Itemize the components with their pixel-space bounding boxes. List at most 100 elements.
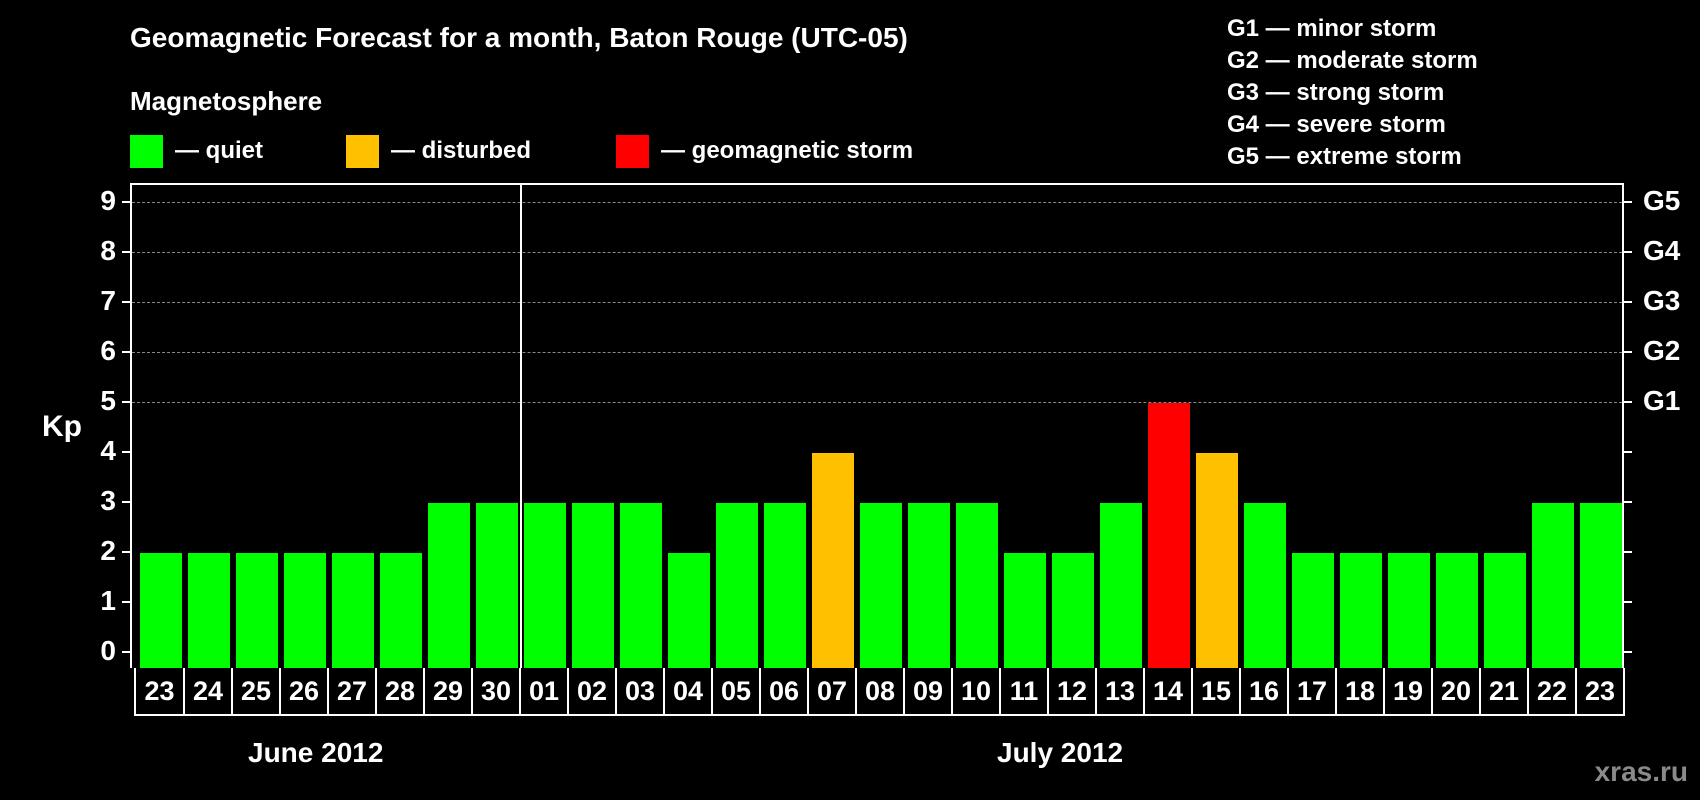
- date-cell: 14: [1143, 668, 1191, 714]
- kp-bar: [1340, 553, 1382, 668]
- g-scale-g1: G1 — minor storm: [1227, 15, 1437, 42]
- date-cell: 22: [1527, 668, 1575, 714]
- kp-bar: [572, 503, 614, 668]
- date-cell: 19: [1383, 668, 1431, 714]
- y-tick: [122, 201, 130, 203]
- y-tick-label: 0: [100, 635, 116, 666]
- kp-bar: [908, 503, 950, 668]
- date-cell: 04: [663, 668, 711, 714]
- gridline: [132, 352, 1622, 353]
- y-tick: [122, 551, 130, 553]
- legend-storm: — geomagnetic storm: [616, 134, 913, 168]
- y-tick: [122, 301, 130, 303]
- y-tick-label: 6: [100, 335, 116, 366]
- date-cell: 21: [1479, 668, 1527, 714]
- date-cell: 16: [1239, 668, 1287, 714]
- kp-bar: [1580, 503, 1622, 668]
- kp-bar: [1148, 403, 1190, 668]
- kp-bar: [668, 553, 710, 668]
- date-cell: 07: [807, 668, 855, 714]
- date-cell: 15: [1191, 668, 1239, 714]
- date-cell: 17: [1287, 668, 1335, 714]
- date-cell: 23: [1575, 668, 1623, 714]
- quiet-swatch: [130, 134, 163, 168]
- g-scale-g3: G3 — strong storm: [1227, 79, 1445, 106]
- y-tick: [122, 401, 130, 403]
- y-tick: [122, 351, 130, 353]
- y-tick-label: 8: [100, 235, 116, 266]
- y-tick-label: 4: [100, 435, 116, 466]
- g-level-label: G5: [1643, 185, 1681, 216]
- kp-bar: [332, 553, 374, 668]
- y-tick-right: [1624, 551, 1632, 553]
- date-cell: 02: [567, 668, 615, 714]
- date-cell: 11: [999, 668, 1047, 714]
- g-scale-g2: G2 — moderate storm: [1227, 47, 1478, 74]
- kp-bar: [1388, 553, 1430, 668]
- date-cell: 10: [951, 668, 999, 714]
- y-tick-right: [1624, 451, 1632, 453]
- month-label-june: June 2012: [248, 737, 384, 768]
- date-cell: 12: [1047, 668, 1095, 714]
- y-tick-right: [1624, 651, 1632, 653]
- g-scale-g4: G4 — severe storm: [1227, 111, 1446, 138]
- kp-bar: [1004, 553, 1046, 668]
- y-tick-label: 1: [100, 585, 116, 616]
- watermark: xras.ru: [1594, 756, 1688, 787]
- storm-swatch: [616, 134, 649, 168]
- legend-label: — quiet: [175, 137, 263, 164]
- date-cell: 25: [231, 668, 279, 714]
- legend-label: — disturbed: [391, 137, 532, 164]
- month-label-july: July 2012: [997, 737, 1124, 768]
- y-tick: [122, 451, 130, 453]
- y-tick-label: 3: [100, 485, 116, 516]
- y-tick-label: 2: [100, 535, 116, 566]
- date-cell: 28: [375, 668, 423, 714]
- plot-area: [130, 183, 1624, 668]
- y-tick-right: [1624, 201, 1632, 203]
- kp-bar: [956, 503, 998, 668]
- kp-bar: [620, 503, 662, 668]
- date-cell: 01: [519, 668, 567, 714]
- y-tick-right: [1624, 501, 1632, 503]
- chart-title: Geomagnetic Forecast for a month, Baton …: [130, 22, 908, 53]
- y-tick: [122, 501, 130, 503]
- date-cell: 05: [711, 668, 759, 714]
- kp-bar: [236, 553, 278, 668]
- gridline: [132, 402, 1622, 403]
- date-cell: 03: [615, 668, 663, 714]
- date-cell: 13: [1095, 668, 1143, 714]
- y-tick-right: [1624, 601, 1632, 603]
- y-tick: [122, 601, 130, 603]
- kp-bar: [1532, 503, 1574, 668]
- legend-quiet: — quiet: [130, 134, 263, 168]
- y-tick-right: [1624, 301, 1632, 303]
- legend-heading: Magnetosphere: [130, 86, 323, 116]
- date-cell: 06: [759, 668, 807, 714]
- y-tick-right: [1624, 251, 1632, 253]
- date-cell: 09: [903, 668, 951, 714]
- kp-bar: [476, 503, 518, 668]
- g-scale-g5: G5 — extreme storm: [1227, 143, 1462, 170]
- date-cell: 08: [855, 668, 903, 714]
- kp-bar: [140, 553, 182, 668]
- kp-bar: [1100, 503, 1142, 668]
- y-tick-right: [1624, 351, 1632, 353]
- kp-bar: [188, 553, 230, 668]
- kp-bar: [380, 553, 422, 668]
- legend-disturbed: — disturbed: [346, 134, 531, 168]
- kp-bar: [1244, 503, 1286, 668]
- y-tick-right: [1624, 401, 1632, 403]
- kp-bar: [716, 503, 758, 668]
- date-cell: 18: [1335, 668, 1383, 714]
- kp-bar: [284, 553, 326, 668]
- month-separator: [520, 185, 522, 668]
- kp-bar: [812, 453, 854, 668]
- y-tick-label: 7: [100, 285, 116, 316]
- y-tick: [122, 651, 130, 653]
- y-tick-label: 5: [100, 385, 116, 416]
- date-cell: 27: [327, 668, 375, 714]
- g-level-label: G4: [1643, 235, 1681, 266]
- y-tick-label: 9: [100, 185, 116, 216]
- date-cell: 26: [279, 668, 327, 714]
